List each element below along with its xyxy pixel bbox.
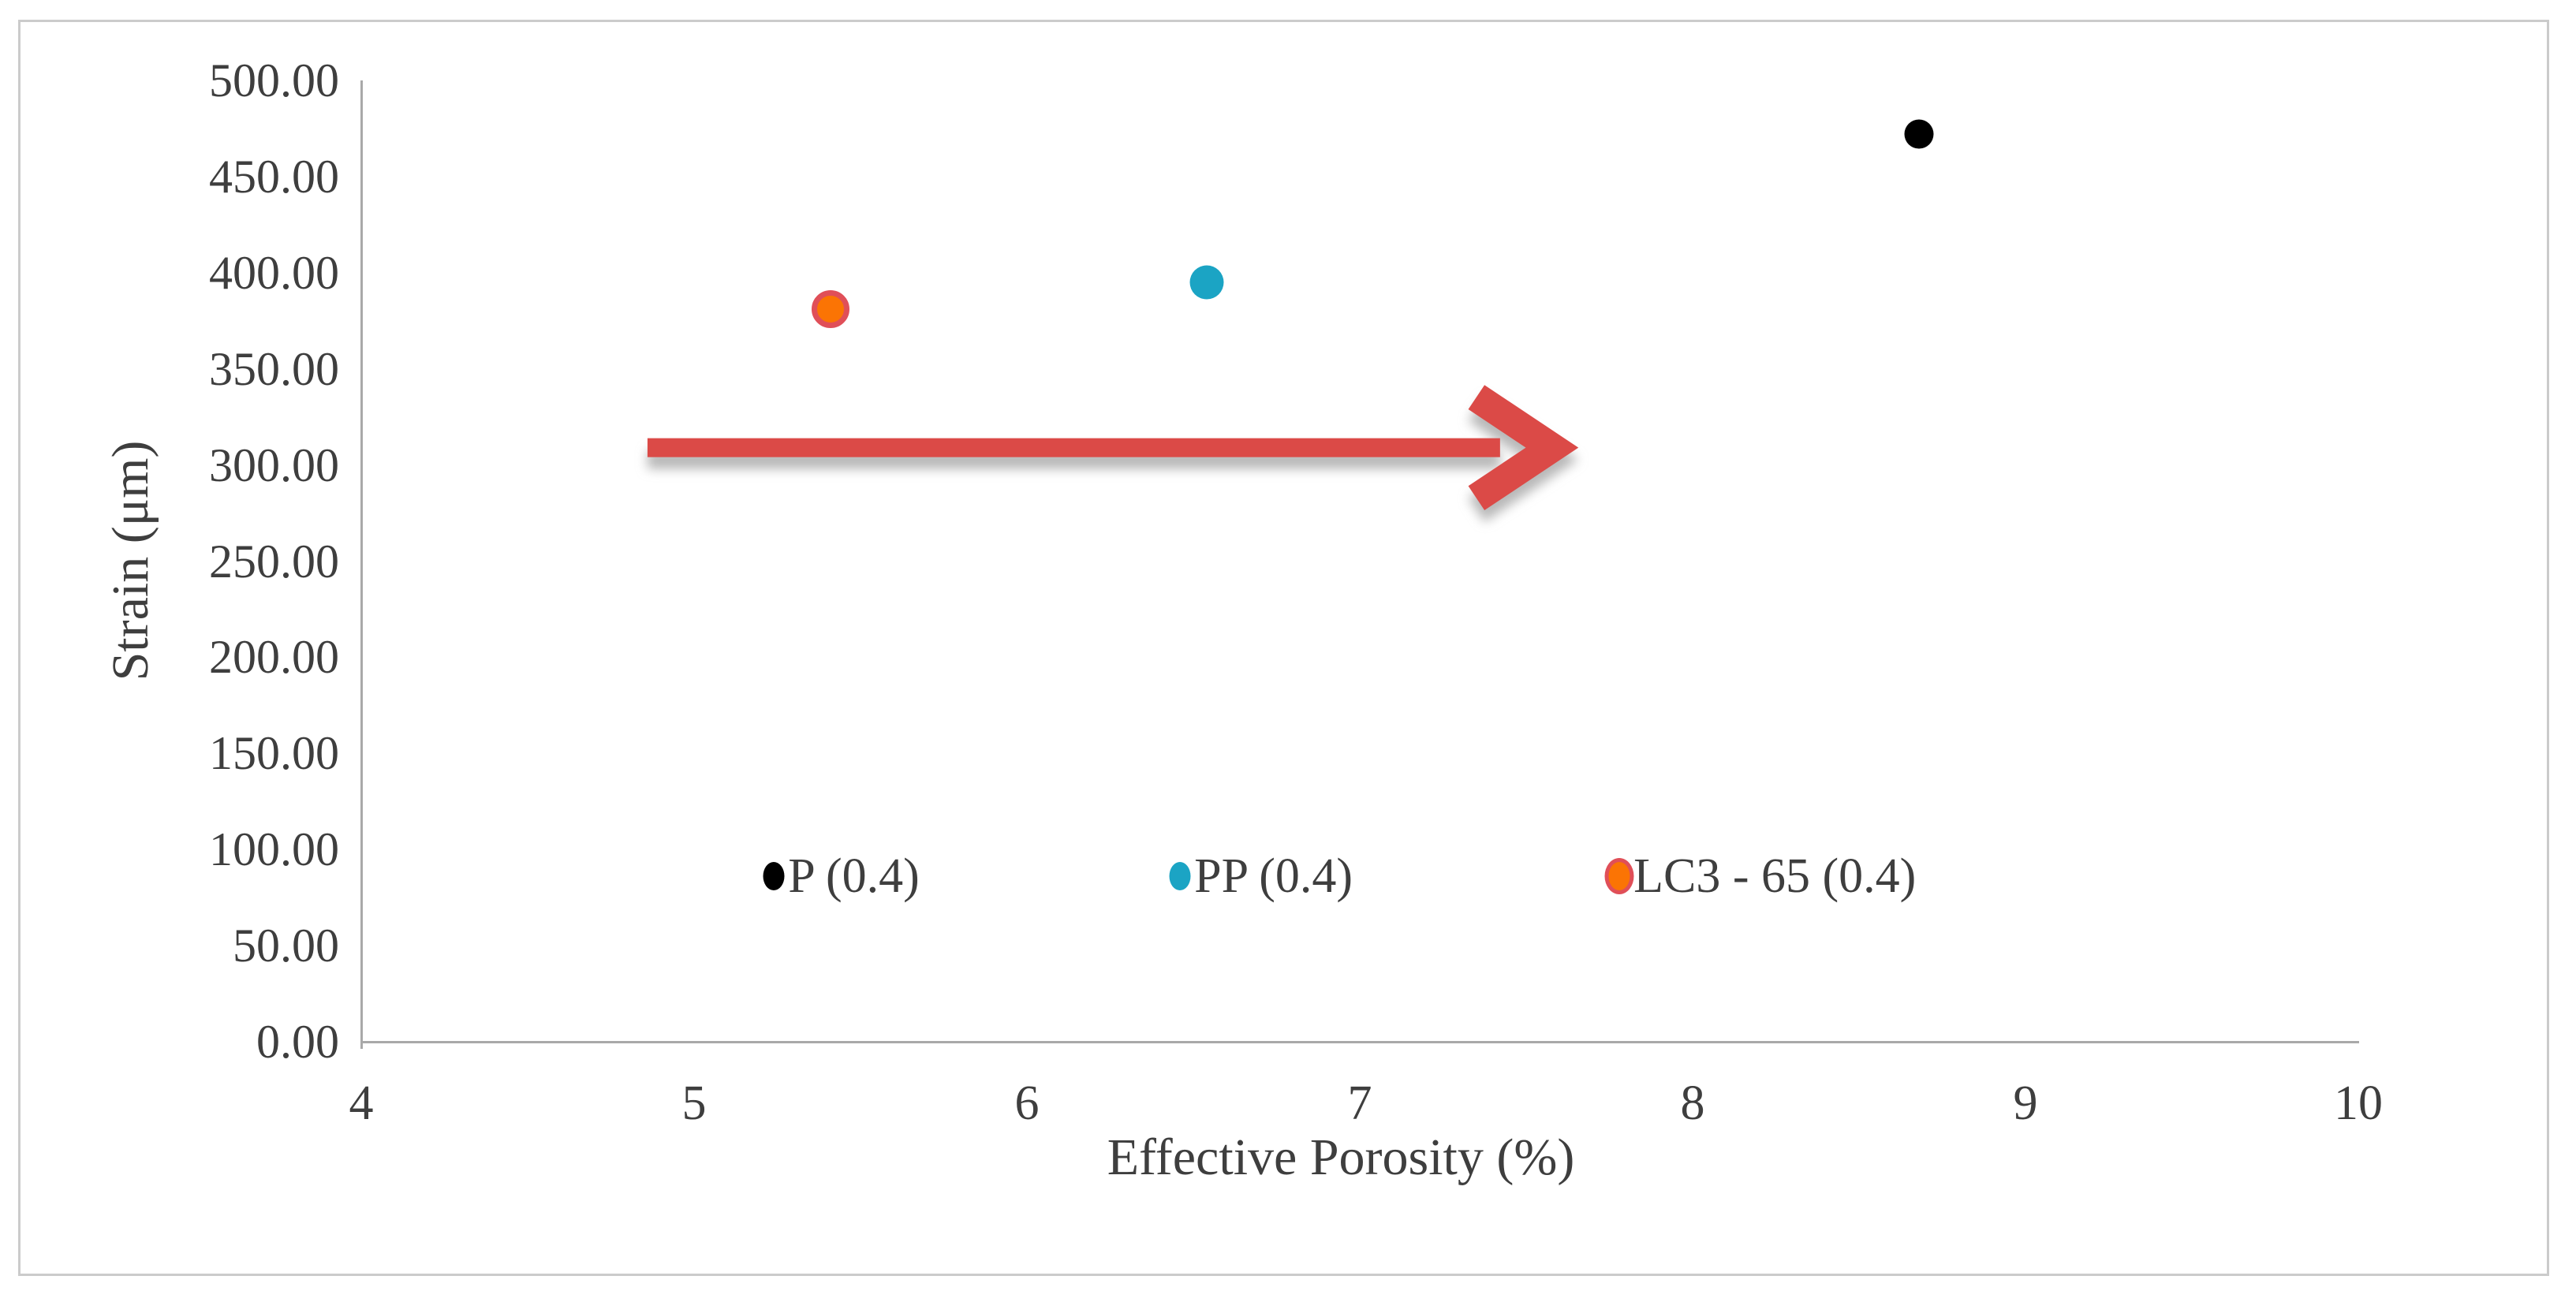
y-tick-label: 100.00 — [209, 823, 339, 876]
y-tick-label: 250.00 — [209, 535, 339, 588]
legend-item-label: P (0.4) — [788, 849, 920, 904]
y-axis-line — [360, 80, 363, 1049]
legend-marker-icon — [1604, 858, 1634, 895]
y-tick-label: 50.00 — [233, 920, 339, 972]
figure-border — [18, 20, 2549, 1276]
data-point-pp-0-4 — [1189, 265, 1224, 300]
x-tick-label: 10 — [2334, 1076, 2383, 1130]
x-axis-line — [360, 1041, 2359, 1043]
legend-item-label: LC3 - 65 (0.4) — [1633, 849, 1917, 904]
legend-item-label: PP (0.4) — [1194, 849, 1353, 904]
legend-marker-icon — [763, 862, 785, 891]
legend-marker-icon — [1169, 862, 1191, 891]
y-tick-label: 350.00 — [209, 342, 339, 395]
y-tick-label: 400.00 — [209, 246, 339, 299]
y-tick-label: 0.00 — [256, 1016, 339, 1068]
y-tick-label: 300.00 — [209, 438, 339, 491]
data-point-lc3-65-0-4 — [812, 290, 850, 329]
y-tick-label: 450.00 — [209, 150, 339, 203]
x-tick-label: 4 — [349, 1076, 374, 1130]
x-tick-label: 8 — [1680, 1076, 1705, 1130]
y-tick-label: 500.00 — [209, 54, 339, 106]
x-tick-label: 5 — [681, 1076, 707, 1130]
x-tick-label: 6 — [1014, 1076, 1040, 1130]
x-axis-title: Effective Porosity (%) — [1107, 1129, 1575, 1186]
y-tick-label: 200.00 — [209, 631, 339, 684]
x-tick-label: 9 — [2013, 1076, 2038, 1130]
x-tick-label: 7 — [1347, 1076, 1372, 1130]
data-point-p-0-4 — [1904, 119, 1934, 149]
y-tick-label: 150.00 — [209, 727, 339, 780]
